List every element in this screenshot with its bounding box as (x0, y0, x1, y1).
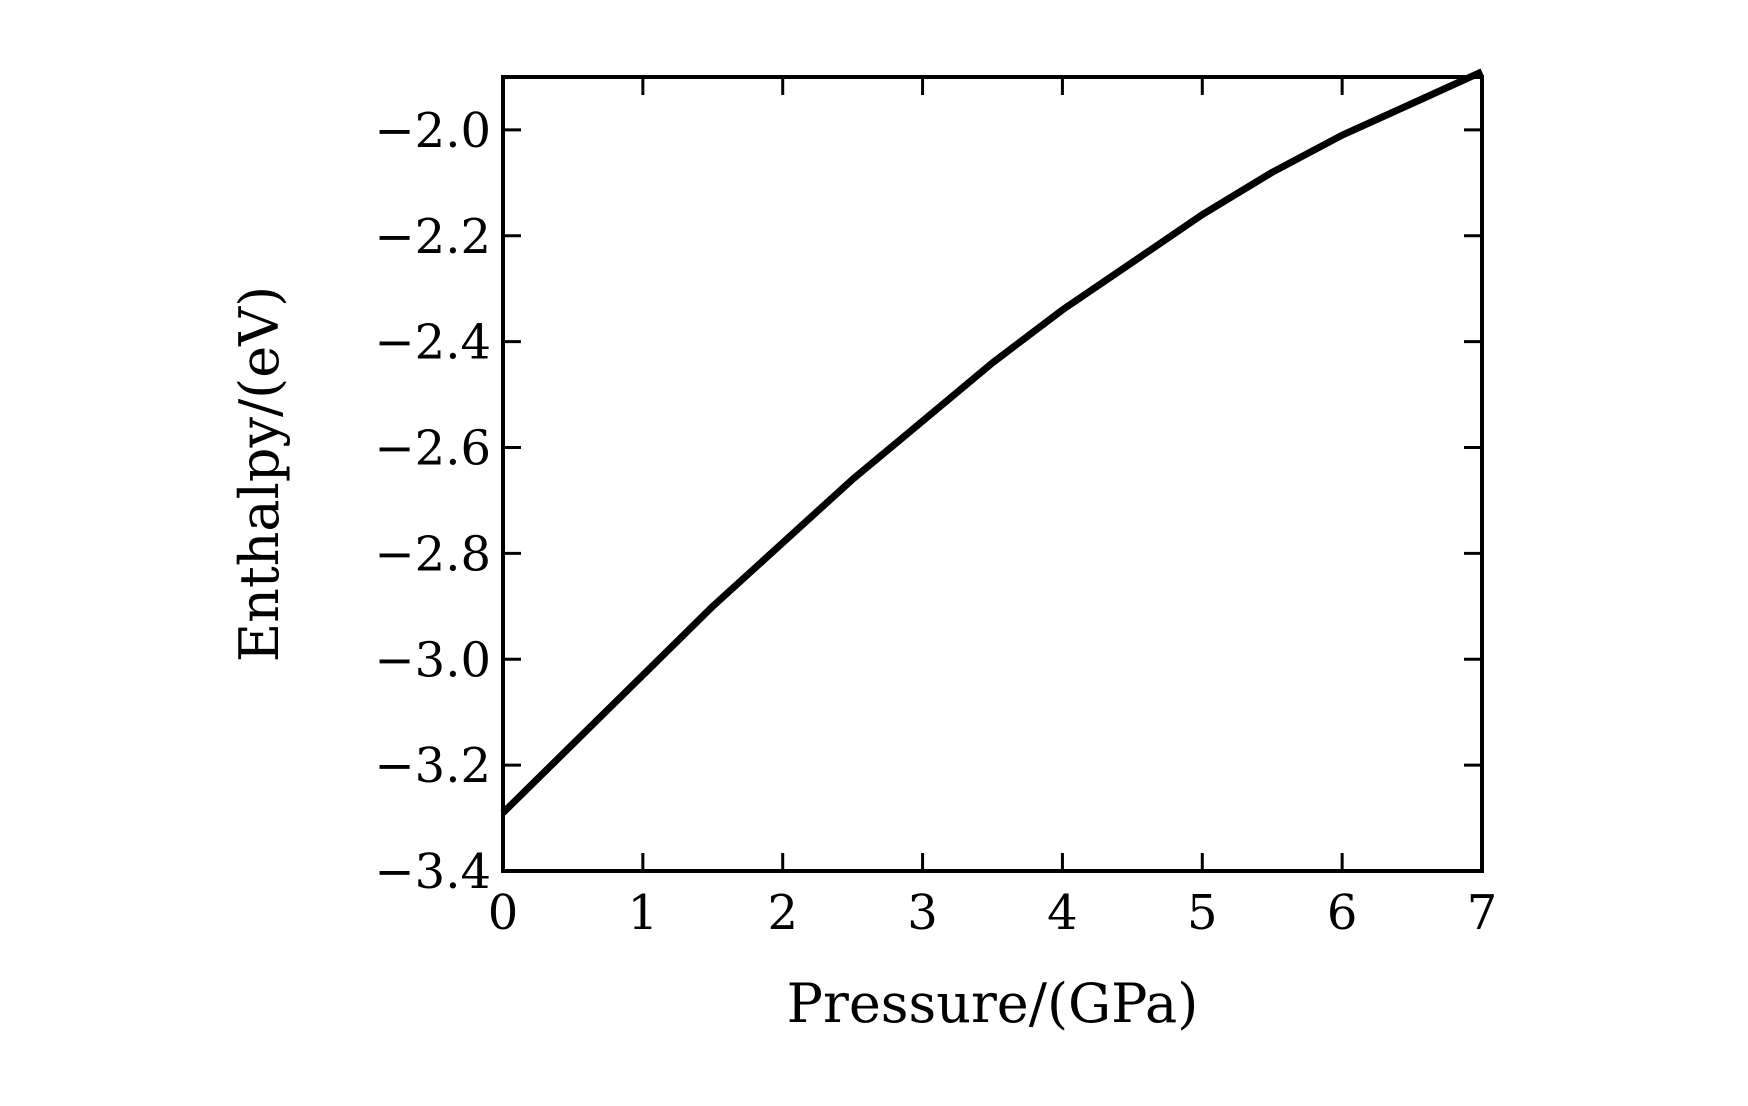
tick-labels: 0 1 2 3 4 5 6 7 −3.4 −3.2 −3.0 −2.8 −2.6 −2.4 −2.2 −2.0 (374, 103, 1497, 941)
y-axis-title: Enthalpy/(eV) (228, 286, 291, 663)
y-tick-label: −2.6 (374, 421, 491, 477)
tick-marks (501, 77, 1484, 873)
plot-frame (501, 75, 1484, 873)
y-tick-label: −3.0 (374, 632, 491, 688)
series-layer (500, 68, 1484, 816)
y-tick-label: −2.4 (374, 315, 491, 371)
enthalpy-curve (500, 68, 1484, 816)
y-tick-label: −3.4 (374, 844, 491, 900)
y-tick-label: −2.2 (374, 209, 491, 265)
x-tick-label: 7 (1467, 885, 1498, 941)
x-tick-label: 2 (767, 885, 798, 941)
x-tick-label: 1 (628, 885, 659, 941)
x-axis-title: Pressure/(GPa) (787, 972, 1199, 1035)
x-tick-label: 5 (1187, 885, 1218, 941)
x-tick-label: 4 (1047, 885, 1078, 941)
y-tick-label: −2.0 (374, 103, 491, 159)
x-tick-label: 3 (907, 885, 938, 941)
x-tick-label: 6 (1327, 885, 1358, 941)
y-tick-label: −2.8 (374, 526, 491, 582)
x-tick-label: 0 (488, 885, 519, 941)
y-tick-label: −3.2 (374, 738, 491, 794)
